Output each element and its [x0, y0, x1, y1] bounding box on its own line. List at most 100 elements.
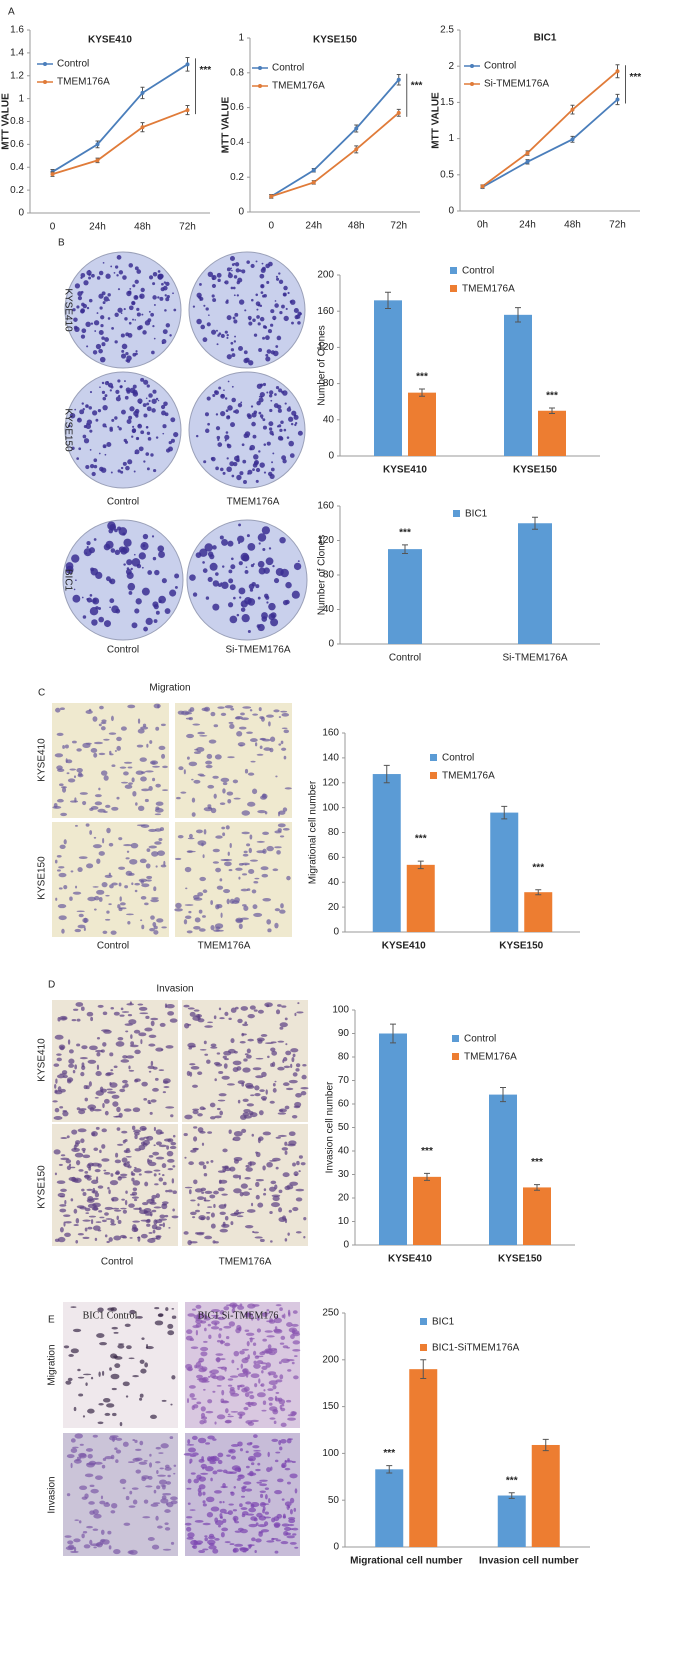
cell — [86, 1011, 94, 1017]
cell — [100, 1495, 104, 1500]
bar — [406, 864, 435, 932]
colony — [127, 459, 133, 465]
colony — [130, 567, 133, 571]
cell — [218, 1316, 222, 1320]
colony — [259, 414, 264, 418]
cell — [96, 1064, 100, 1070]
cell — [272, 1087, 277, 1093]
colony — [98, 452, 101, 455]
cell — [199, 876, 206, 882]
legend-swatch — [453, 510, 460, 517]
point — [615, 69, 620, 74]
cell — [87, 1408, 95, 1414]
cell — [86, 863, 94, 869]
error-bar — [402, 544, 408, 554]
cell — [189, 1063, 196, 1066]
cell — [154, 808, 164, 813]
colony — [230, 341, 234, 345]
series-line — [52, 109, 188, 175]
colony — [126, 419, 132, 425]
cell — [203, 1388, 206, 1391]
colony — [241, 613, 250, 623]
cell — [81, 1188, 85, 1192]
legend-label: Control — [442, 753, 474, 764]
cell — [201, 1142, 205, 1146]
cell — [114, 1363, 121, 1369]
cell — [152, 765, 160, 768]
colony — [221, 581, 229, 590]
cell — [241, 810, 251, 816]
colony — [138, 325, 143, 330]
cell — [275, 775, 278, 778]
colony-dish — [64, 371, 182, 489]
colony — [89, 429, 93, 433]
image-bg — [175, 822, 292, 937]
cell — [208, 739, 217, 744]
cell — [128, 782, 133, 785]
cell — [119, 896, 122, 902]
colony — [232, 286, 236, 290]
cell — [186, 1526, 192, 1532]
cell — [153, 1126, 156, 1132]
cell — [222, 788, 226, 794]
y-tick-label: 80 — [323, 570, 335, 581]
colony — [88, 298, 93, 303]
cell — [189, 1338, 195, 1342]
cell — [108, 1545, 112, 1550]
cell — [190, 1211, 197, 1216]
colony — [140, 430, 145, 435]
cell — [108, 1237, 113, 1242]
cell — [191, 778, 194, 781]
cell — [241, 1032, 245, 1037]
colony — [199, 298, 202, 301]
cell — [286, 1322, 293, 1327]
colony — [146, 384, 150, 388]
cell — [276, 850, 281, 855]
cell — [152, 1151, 160, 1156]
colony — [295, 422, 298, 425]
cell — [94, 1096, 99, 1099]
colony — [172, 292, 174, 295]
colony — [291, 410, 297, 416]
cell — [268, 721, 271, 727]
cell — [54, 1238, 60, 1242]
cell — [74, 797, 77, 803]
cell — [202, 1164, 207, 1170]
cell — [234, 716, 241, 720]
cell — [108, 732, 117, 735]
cell — [56, 854, 62, 858]
cell — [232, 1136, 241, 1142]
cell — [195, 1304, 202, 1309]
y-tick-label: 0.8 — [230, 67, 244, 78]
cell — [121, 1011, 130, 1013]
panel-title: Invasion — [156, 984, 193, 995]
colony — [92, 350, 98, 355]
colony — [225, 431, 229, 434]
cell — [65, 1380, 72, 1385]
cell — [244, 863, 247, 866]
colony — [129, 387, 136, 394]
cell — [90, 806, 99, 810]
cell — [93, 741, 103, 745]
colony — [279, 310, 283, 315]
cell — [295, 1188, 305, 1192]
colony — [226, 333, 229, 337]
cell — [123, 844, 132, 847]
cell — [245, 1450, 249, 1454]
colony — [109, 524, 117, 531]
cell — [79, 1108, 87, 1111]
colony — [111, 418, 115, 422]
cell — [141, 1081, 148, 1087]
colony — [290, 422, 294, 426]
colony — [232, 316, 236, 320]
colony — [159, 296, 164, 301]
cell — [286, 1504, 290, 1510]
cell — [111, 882, 118, 886]
colony — [237, 535, 245, 543]
colony — [257, 560, 265, 568]
cell — [275, 1539, 282, 1542]
cell — [192, 1216, 196, 1219]
colony — [79, 409, 85, 415]
cell — [227, 756, 235, 759]
annotation: *** — [383, 1448, 395, 1459]
